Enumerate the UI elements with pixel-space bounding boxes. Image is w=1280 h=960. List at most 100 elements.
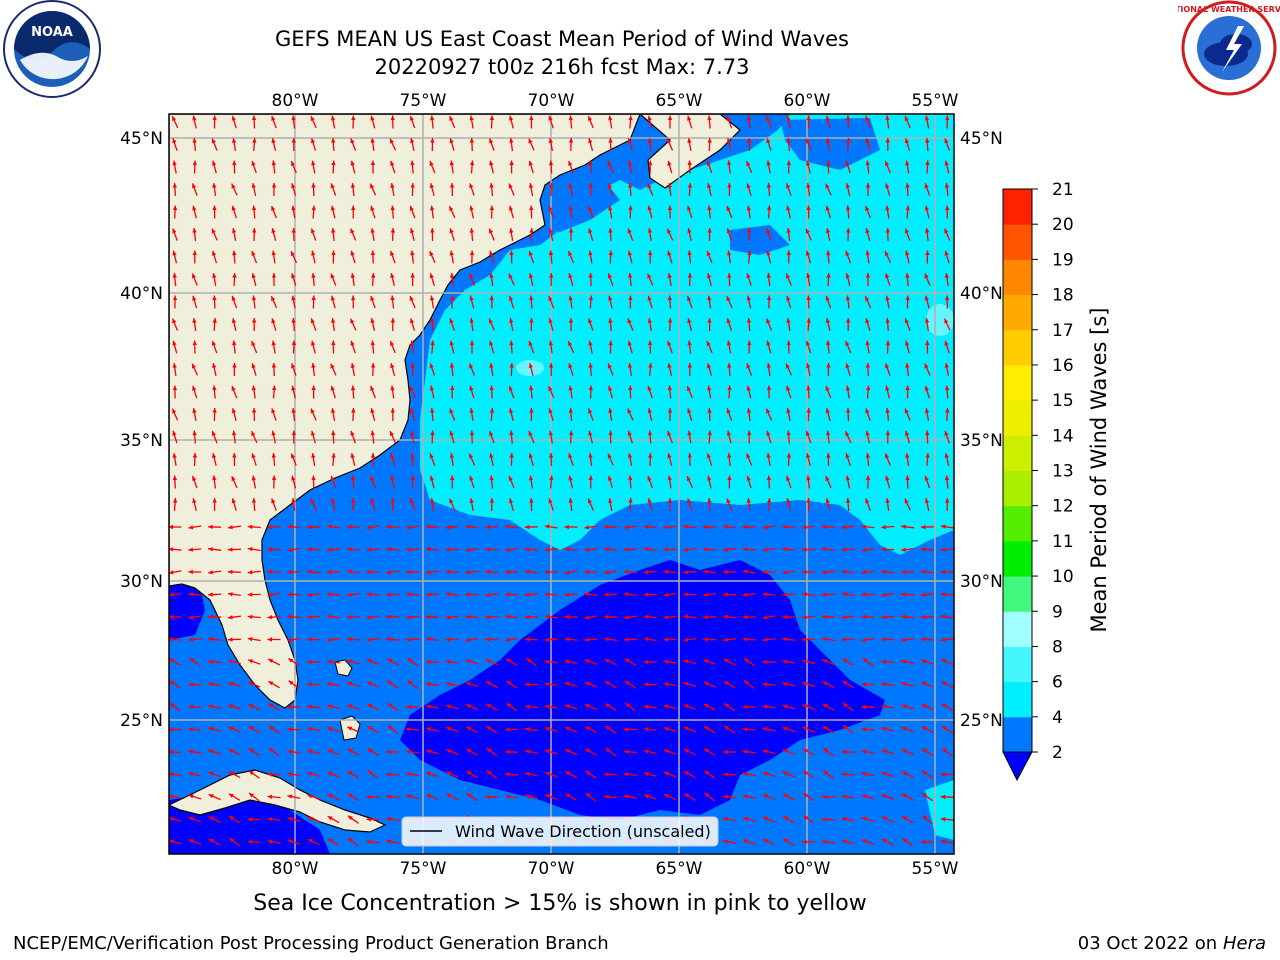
wind-wave-arrow-head bbox=[232, 430, 237, 436]
wind-wave-arrow-head bbox=[505, 637, 510, 642]
wind-wave-arrow-head bbox=[786, 363, 790, 369]
wind-wave-arrow-head bbox=[188, 727, 194, 732]
wind-wave-arrow-head bbox=[489, 385, 494, 391]
wind-wave-arrow-head bbox=[802, 547, 807, 552]
wind-wave-arrow-head bbox=[228, 749, 234, 754]
wind-wave-arrow-head bbox=[667, 363, 672, 368]
lon-label-top: 80°W bbox=[272, 91, 319, 111]
wind-wave-arrow-head bbox=[505, 614, 510, 619]
wind-wave-arrow-head bbox=[568, 341, 573, 347]
wind-wave-arrow-head bbox=[524, 727, 530, 732]
wind-wave-arrow-head bbox=[228, 681, 234, 686]
wind-wave-arrow-head bbox=[188, 794, 194, 799]
lon-label-bottom: 70°W bbox=[528, 859, 575, 879]
wind-wave-arrow-head bbox=[920, 592, 926, 597]
wind-wave-arrow-head bbox=[707, 205, 712, 211]
wind-wave-arrow-head bbox=[627, 363, 633, 368]
wind-wave-arrow-head bbox=[327, 816, 333, 821]
wind-wave-arrow-head bbox=[367, 703, 373, 708]
wind-wave-arrow-head bbox=[667, 408, 673, 413]
wind-wave-arrow-head bbox=[350, 318, 355, 324]
wind-wave-arrow-head bbox=[489, 273, 494, 278]
wind-wave-arrow-head bbox=[351, 115, 356, 121]
wind-wave-arrow-head bbox=[861, 547, 867, 552]
wind-wave-arrow-head bbox=[746, 273, 751, 279]
wind-wave-arrow-head bbox=[169, 614, 173, 620]
wind-wave-arrow-head bbox=[762, 547, 768, 552]
wind-wave-arrow-head bbox=[271, 340, 276, 346]
wind-wave-arrow-head bbox=[390, 431, 394, 437]
wind-wave-arrow-head bbox=[545, 771, 551, 776]
wind-wave-arrow-head bbox=[291, 228, 296, 233]
wind-wave-arrow-head bbox=[407, 658, 413, 663]
wind-wave-arrow-head bbox=[351, 408, 356, 413]
wind-wave-arrow-head bbox=[188, 839, 194, 844]
wind-wave-arrow-head bbox=[624, 592, 629, 597]
wind-wave-arrow-head bbox=[667, 340, 672, 346]
wind-wave-arrow-head bbox=[425, 592, 431, 597]
wind-wave-arrow-head bbox=[841, 839, 847, 844]
wind-wave-arrow-head bbox=[271, 453, 276, 458]
wind-wave-arrow-head bbox=[528, 250, 533, 256]
wind-wave-arrow-head bbox=[268, 725, 274, 731]
wind-wave-arrow-head bbox=[528, 273, 534, 278]
wind-wave-arrow-head bbox=[208, 704, 214, 709]
wind-wave-arrow-head bbox=[426, 704, 431, 709]
wind-wave-arrow-head bbox=[287, 614, 292, 619]
wind-wave-arrow-head bbox=[449, 138, 454, 144]
wind-wave-arrow-head bbox=[762, 727, 768, 732]
wind-wave-arrow-head bbox=[172, 160, 177, 166]
wind-wave-arrow-head bbox=[350, 160, 355, 166]
wind-wave-arrow-head bbox=[251, 431, 256, 437]
wind-wave-arrow-head bbox=[623, 615, 629, 620]
wind-wave-arrow-head bbox=[901, 614, 906, 619]
wind-wave-arrow-head bbox=[941, 659, 947, 664]
wind-wave-arrow-head bbox=[508, 183, 513, 189]
map-frame bbox=[168, 113, 955, 855]
wind-wave-arrow-head bbox=[208, 524, 213, 530]
wind-wave-arrow-head bbox=[726, 498, 731, 504]
wind-wave-arrow-head bbox=[251, 115, 257, 121]
wind-wave-arrow-head bbox=[707, 183, 712, 188]
lat-label-left: 30°N bbox=[120, 572, 163, 592]
wind-wave-arrow-head bbox=[823, 770, 829, 775]
wind-wave-arrow-head bbox=[544, 614, 550, 619]
wind-wave-arrow-head bbox=[326, 637, 332, 642]
wind-wave-arrow-head bbox=[905, 430, 910, 436]
wind-wave-arrow-head bbox=[544, 637, 550, 642]
map-panel bbox=[169, 114, 954, 854]
wind-wave-arrow-head bbox=[406, 592, 411, 597]
wind-wave-arrow-head bbox=[862, 658, 868, 663]
wind-wave-arrow-head bbox=[330, 183, 335, 189]
wind-wave-arrow-head bbox=[746, 453, 751, 459]
wind-wave-arrow-head bbox=[350, 183, 356, 188]
lon-label-bottom: 65°W bbox=[656, 859, 703, 879]
wind-wave-arrow-head bbox=[548, 296, 553, 301]
wind-wave-arrow-head bbox=[248, 770, 254, 776]
wind-wave-arrow-head bbox=[426, 794, 432, 799]
wind-wave-arrow-head bbox=[687, 160, 692, 166]
period-region-6-8 bbox=[516, 360, 544, 376]
wind-wave-arrow-head bbox=[766, 453, 771, 458]
wind-wave-arrow-head bbox=[822, 681, 828, 686]
wind-wave-arrow-head bbox=[806, 385, 811, 391]
wind-wave-arrow-head bbox=[881, 569, 886, 574]
wind-wave-arrow-head bbox=[390, 205, 395, 211]
wind-wave-arrow-head bbox=[782, 592, 787, 597]
wind-wave-arrow-head bbox=[330, 115, 336, 121]
wind-wave-arrow-head bbox=[231, 228, 237, 233]
wind-wave-arrow-head bbox=[624, 794, 629, 799]
wind-wave-arrow-head bbox=[746, 228, 752, 233]
wind-wave-arrow-head bbox=[172, 475, 178, 481]
wind-wave-arrow-head bbox=[703, 614, 708, 620]
wind-wave-arrow-head bbox=[841, 794, 847, 799]
wind-wave-arrow-head bbox=[489, 318, 493, 324]
wind-wave-arrow-head bbox=[426, 637, 431, 642]
wind-wave-arrow-head bbox=[508, 476, 513, 481]
wind-wave-arrow-head bbox=[169, 703, 175, 708]
wind-wave-arrow-head bbox=[924, 498, 930, 503]
wind-wave-arrow-head bbox=[865, 183, 871, 188]
wind-wave-arrow-head bbox=[509, 363, 514, 368]
wind-wave-arrow-head bbox=[861, 704, 867, 710]
